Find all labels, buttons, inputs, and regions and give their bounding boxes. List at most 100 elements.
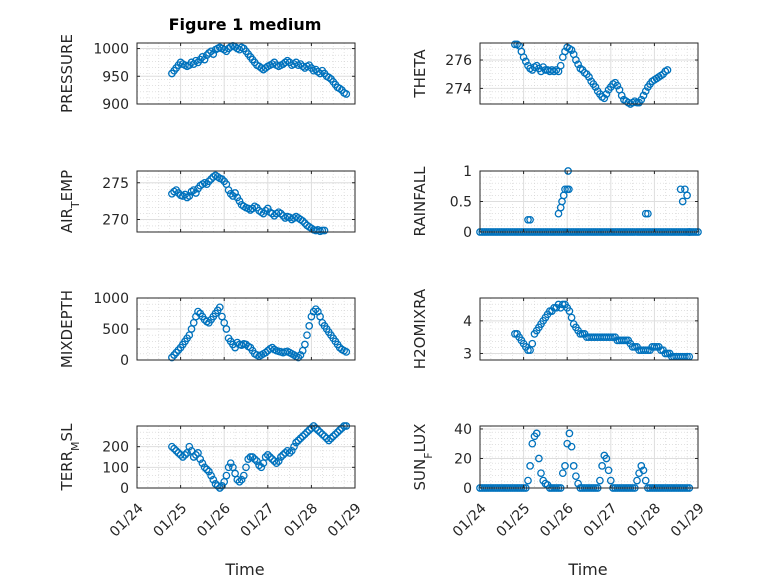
- data-point: [663, 66, 672, 74]
- data-point: [307, 424, 316, 432]
- data-point: [633, 476, 641, 485]
- data-point: [574, 479, 582, 488]
- data-point: [561, 185, 569, 194]
- data-point: [526, 215, 534, 224]
- data-point: [226, 459, 235, 468]
- data-point: [255, 461, 263, 470]
- x-tick-label: 01/24: [450, 500, 490, 540]
- data-point: [174, 449, 183, 457]
- data-point: [338, 424, 346, 432]
- data-point: [285, 449, 294, 457]
- data-point: [556, 61, 565, 70]
- data-point: [283, 446, 292, 455]
- data-point: [237, 475, 246, 484]
- data-point: [242, 463, 250, 472]
- data-point: [572, 472, 580, 481]
- data-point: [320, 432, 329, 441]
- y-axis-label: PRESSURE: [58, 34, 76, 113]
- axes-box: [136, 42, 356, 105]
- data-point: [231, 189, 239, 197]
- data-point: [224, 463, 233, 472]
- data-point: [248, 453, 257, 461]
- data-point: [528, 339, 537, 348]
- x-axis-label-right: Time: [567, 560, 607, 579]
- y-axis-label: MIXDEPTH: [58, 290, 76, 368]
- y-tick-label: 1: [463, 164, 472, 180]
- data-point: [261, 348, 270, 357]
- data-point: [521, 57, 530, 66]
- data-point: [196, 455, 205, 463]
- y-axis-label: H2OMIXRA: [411, 288, 429, 369]
- y-tick-label: 40: [454, 422, 472, 438]
- y-axis-label: THETA: [411, 49, 429, 99]
- data-point: [172, 446, 181, 455]
- x-tick-label: 01/28: [624, 500, 664, 540]
- data-point: [248, 204, 257, 213]
- data-point: [600, 94, 609, 103]
- data-point: [613, 81, 622, 90]
- data-point: [192, 451, 200, 459]
- data-point: [683, 191, 691, 200]
- y-tick-label: 270: [102, 213, 129, 229]
- y-tick-label: 274: [445, 81, 472, 97]
- data-point: [292, 438, 300, 447]
- data-point: [185, 192, 194, 200]
- y-tick-label: 1000: [93, 291, 129, 307]
- data-point: [561, 462, 569, 470]
- data-point: [233, 475, 242, 484]
- data-point: [281, 449, 290, 457]
- data-point: [316, 428, 324, 437]
- data-point: [185, 442, 194, 451]
- data-point: [606, 333, 615, 342]
- y-tick-label: 0: [120, 353, 129, 369]
- data-point: [200, 55, 209, 64]
- data-point: [565, 185, 573, 194]
- data-point: [567, 46, 576, 54]
- data-point: [235, 477, 244, 486]
- data-point: [318, 226, 327, 235]
- data-point: [314, 426, 322, 434]
- data-point: [591, 83, 600, 91]
- y-axis-label: SUNFLUX: [411, 424, 435, 491]
- data-point: [604, 466, 613, 475]
- data-point: [170, 444, 178, 453]
- y-tick-label: 4: [463, 314, 472, 330]
- x-axis-label-left: Time: [224, 560, 264, 579]
- data-point: [650, 343, 659, 351]
- data-point: [641, 346, 650, 355]
- mixdepth-panel: 0 500 1000 MIXDEPTH: [58, 290, 356, 369]
- x-tick-label: 01/27: [581, 500, 621, 540]
- data-point: [205, 177, 213, 186]
- data-point: [620, 336, 628, 345]
- data-point: [342, 90, 351, 98]
- data-point: [226, 189, 235, 198]
- y-tick-label: 0: [463, 225, 472, 241]
- data-point: [558, 469, 567, 478]
- data-point: [318, 430, 327, 439]
- theta-panel: 274 276 THETA: [411, 40, 699, 108]
- data-point: [324, 436, 333, 445]
- data-point: [205, 467, 213, 476]
- data-point: [519, 53, 528, 62]
- data-point: [189, 453, 198, 461]
- data-point: [528, 439, 537, 448]
- data-point: [277, 453, 285, 461]
- data-point: [290, 442, 298, 451]
- rainfall-panel: 0 0.5 1 RAINFALL: [411, 164, 702, 241]
- x-tick-label: 01/27: [238, 500, 278, 540]
- data-point: [303, 428, 311, 437]
- data-point: [168, 442, 176, 451]
- data-point: [261, 206, 270, 215]
- data-point: [296, 434, 305, 443]
- axes-box: [479, 297, 699, 361]
- data-point: [598, 462, 606, 470]
- data-point: [209, 50, 218, 58]
- data-point: [270, 457, 279, 465]
- data-point: [222, 325, 231, 333]
- data-point: [301, 219, 309, 228]
- data-point: [572, 56, 580, 64]
- y-tick-label: 276: [445, 53, 472, 69]
- data-point: [322, 434, 331, 443]
- data-point: [266, 453, 274, 461]
